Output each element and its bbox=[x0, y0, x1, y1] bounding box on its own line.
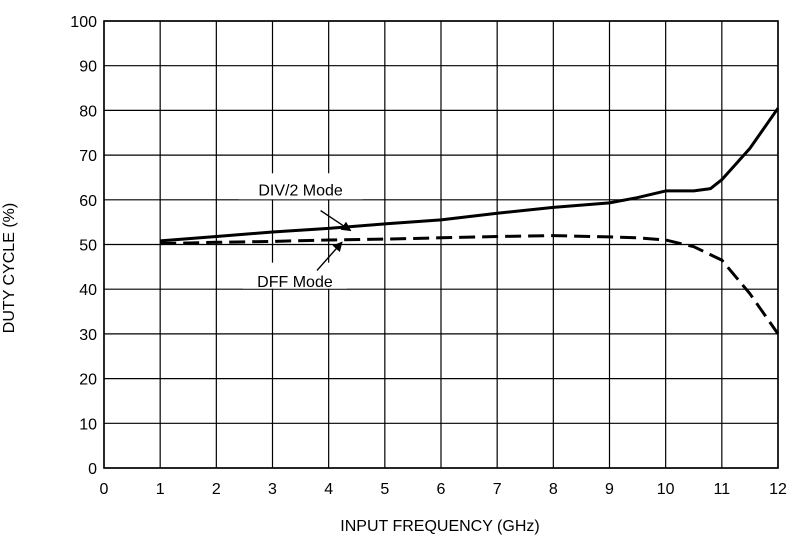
y-axis-label: DUTY CYCLE (%) bbox=[1, 203, 18, 333]
x-tick-label: 9 bbox=[605, 481, 614, 498]
dff-mode-annotation: DFF Mode bbox=[257, 274, 333, 291]
x-tick-label: 3 bbox=[268, 481, 277, 498]
x-tick-label: 5 bbox=[380, 481, 389, 498]
x-tick-label: 8 bbox=[549, 481, 558, 498]
x-tick-label: 4 bbox=[324, 481, 333, 498]
annotation-background bbox=[242, 262, 347, 289]
y-tick-label: 20 bbox=[79, 372, 97, 389]
y-tick-label: 30 bbox=[79, 327, 97, 344]
x-tick-label: 7 bbox=[493, 481, 502, 498]
x-tick-label: 12 bbox=[769, 481, 787, 498]
x-tick-label: 2 bbox=[212, 481, 221, 498]
grid bbox=[103, 20, 779, 469]
series-layer bbox=[160, 107, 780, 335]
annotations: DIV/2 Mode DFF Mode bbox=[238, 173, 363, 291]
plot-frame bbox=[103, 20, 779, 469]
div2-mode-line bbox=[160, 107, 780, 243]
annotation-background bbox=[238, 173, 363, 200]
annotation-arrow bbox=[316, 241, 343, 271]
x-tick-label: 6 bbox=[437, 481, 446, 498]
y-tick-label: 10 bbox=[79, 416, 97, 433]
x-tick-label: 11 bbox=[714, 481, 731, 498]
x-tick-label: 1 bbox=[156, 481, 165, 498]
x-axis-label: INPUT FREQUENCY (GHz) bbox=[340, 518, 539, 535]
annotation-arrow bbox=[320, 209, 352, 232]
y-tick-label: 80 bbox=[79, 103, 97, 120]
dff-mode-line bbox=[160, 234, 780, 335]
y-tick-label: 70 bbox=[79, 148, 97, 165]
y-tick-label: 50 bbox=[79, 238, 97, 255]
x-tick-label: 10 bbox=[657, 481, 675, 498]
div2-mode-annotation: DIV/2 Mode bbox=[258, 182, 343, 199]
x-tick-label: 0 bbox=[100, 481, 109, 498]
y-tick-label: 40 bbox=[79, 282, 97, 299]
y-tick-label: 0 bbox=[88, 461, 97, 478]
y-tick-label: 60 bbox=[79, 193, 97, 210]
y-tick-label: 100 bbox=[70, 14, 97, 31]
y-tick-label: 90 bbox=[79, 59, 97, 76]
